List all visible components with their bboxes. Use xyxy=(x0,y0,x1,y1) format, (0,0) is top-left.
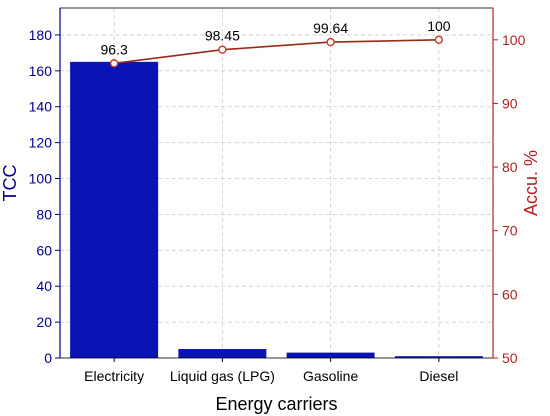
left-tick-label: 20 xyxy=(36,314,52,330)
x-tick-label: Gasoline xyxy=(303,368,358,384)
left-tick-label: 40 xyxy=(36,278,52,294)
bar-diesel xyxy=(394,356,483,358)
bars xyxy=(70,61,483,358)
cumulative-point xyxy=(434,35,444,45)
cumulative-point xyxy=(109,59,119,68)
left-tick-label: 120 xyxy=(29,135,53,151)
bar-electricity xyxy=(70,61,159,358)
cumulative-data-label: 100 xyxy=(427,18,451,34)
y-axis-title: TCC xyxy=(0,165,20,202)
left-tick-label: 0 xyxy=(44,350,52,366)
right-tick-label: 90 xyxy=(502,95,518,111)
y2-axis-title: Accu. % xyxy=(521,150,541,216)
right-tick-label: 60 xyxy=(502,286,518,302)
cumulative-point xyxy=(218,45,227,54)
left-tick-label: 80 xyxy=(36,206,52,222)
bar-gasoline xyxy=(286,352,375,358)
right-tick-label: 70 xyxy=(502,223,518,239)
right-tick-label: 50 xyxy=(502,350,518,366)
cumulative-point xyxy=(326,37,335,47)
left-tick-label: 100 xyxy=(29,171,53,187)
x-tick-label: Electricity xyxy=(84,368,144,384)
left-tick-label: 140 xyxy=(29,99,53,115)
cumulative-line xyxy=(114,39,439,65)
cumulative-data-label: 98.45 xyxy=(205,28,240,44)
right-tick-label: 80 xyxy=(502,159,518,175)
bar-liquid-gas-lpg xyxy=(178,349,267,358)
right-tick-label: 100 xyxy=(502,32,526,48)
x-tick-label: Diesel xyxy=(419,368,458,384)
left-tick-label: 180 xyxy=(29,27,53,43)
cumulative-data-label: 99.64 xyxy=(313,20,348,36)
x-tick-label: Liquid gas (LPG) xyxy=(170,368,275,384)
left-tick-label: 160 xyxy=(29,63,53,79)
x-axis-title: Energy carriers xyxy=(215,394,337,414)
cumulative-data-label: 96.3 xyxy=(101,41,128,57)
left-tick-label: 60 xyxy=(36,242,52,258)
